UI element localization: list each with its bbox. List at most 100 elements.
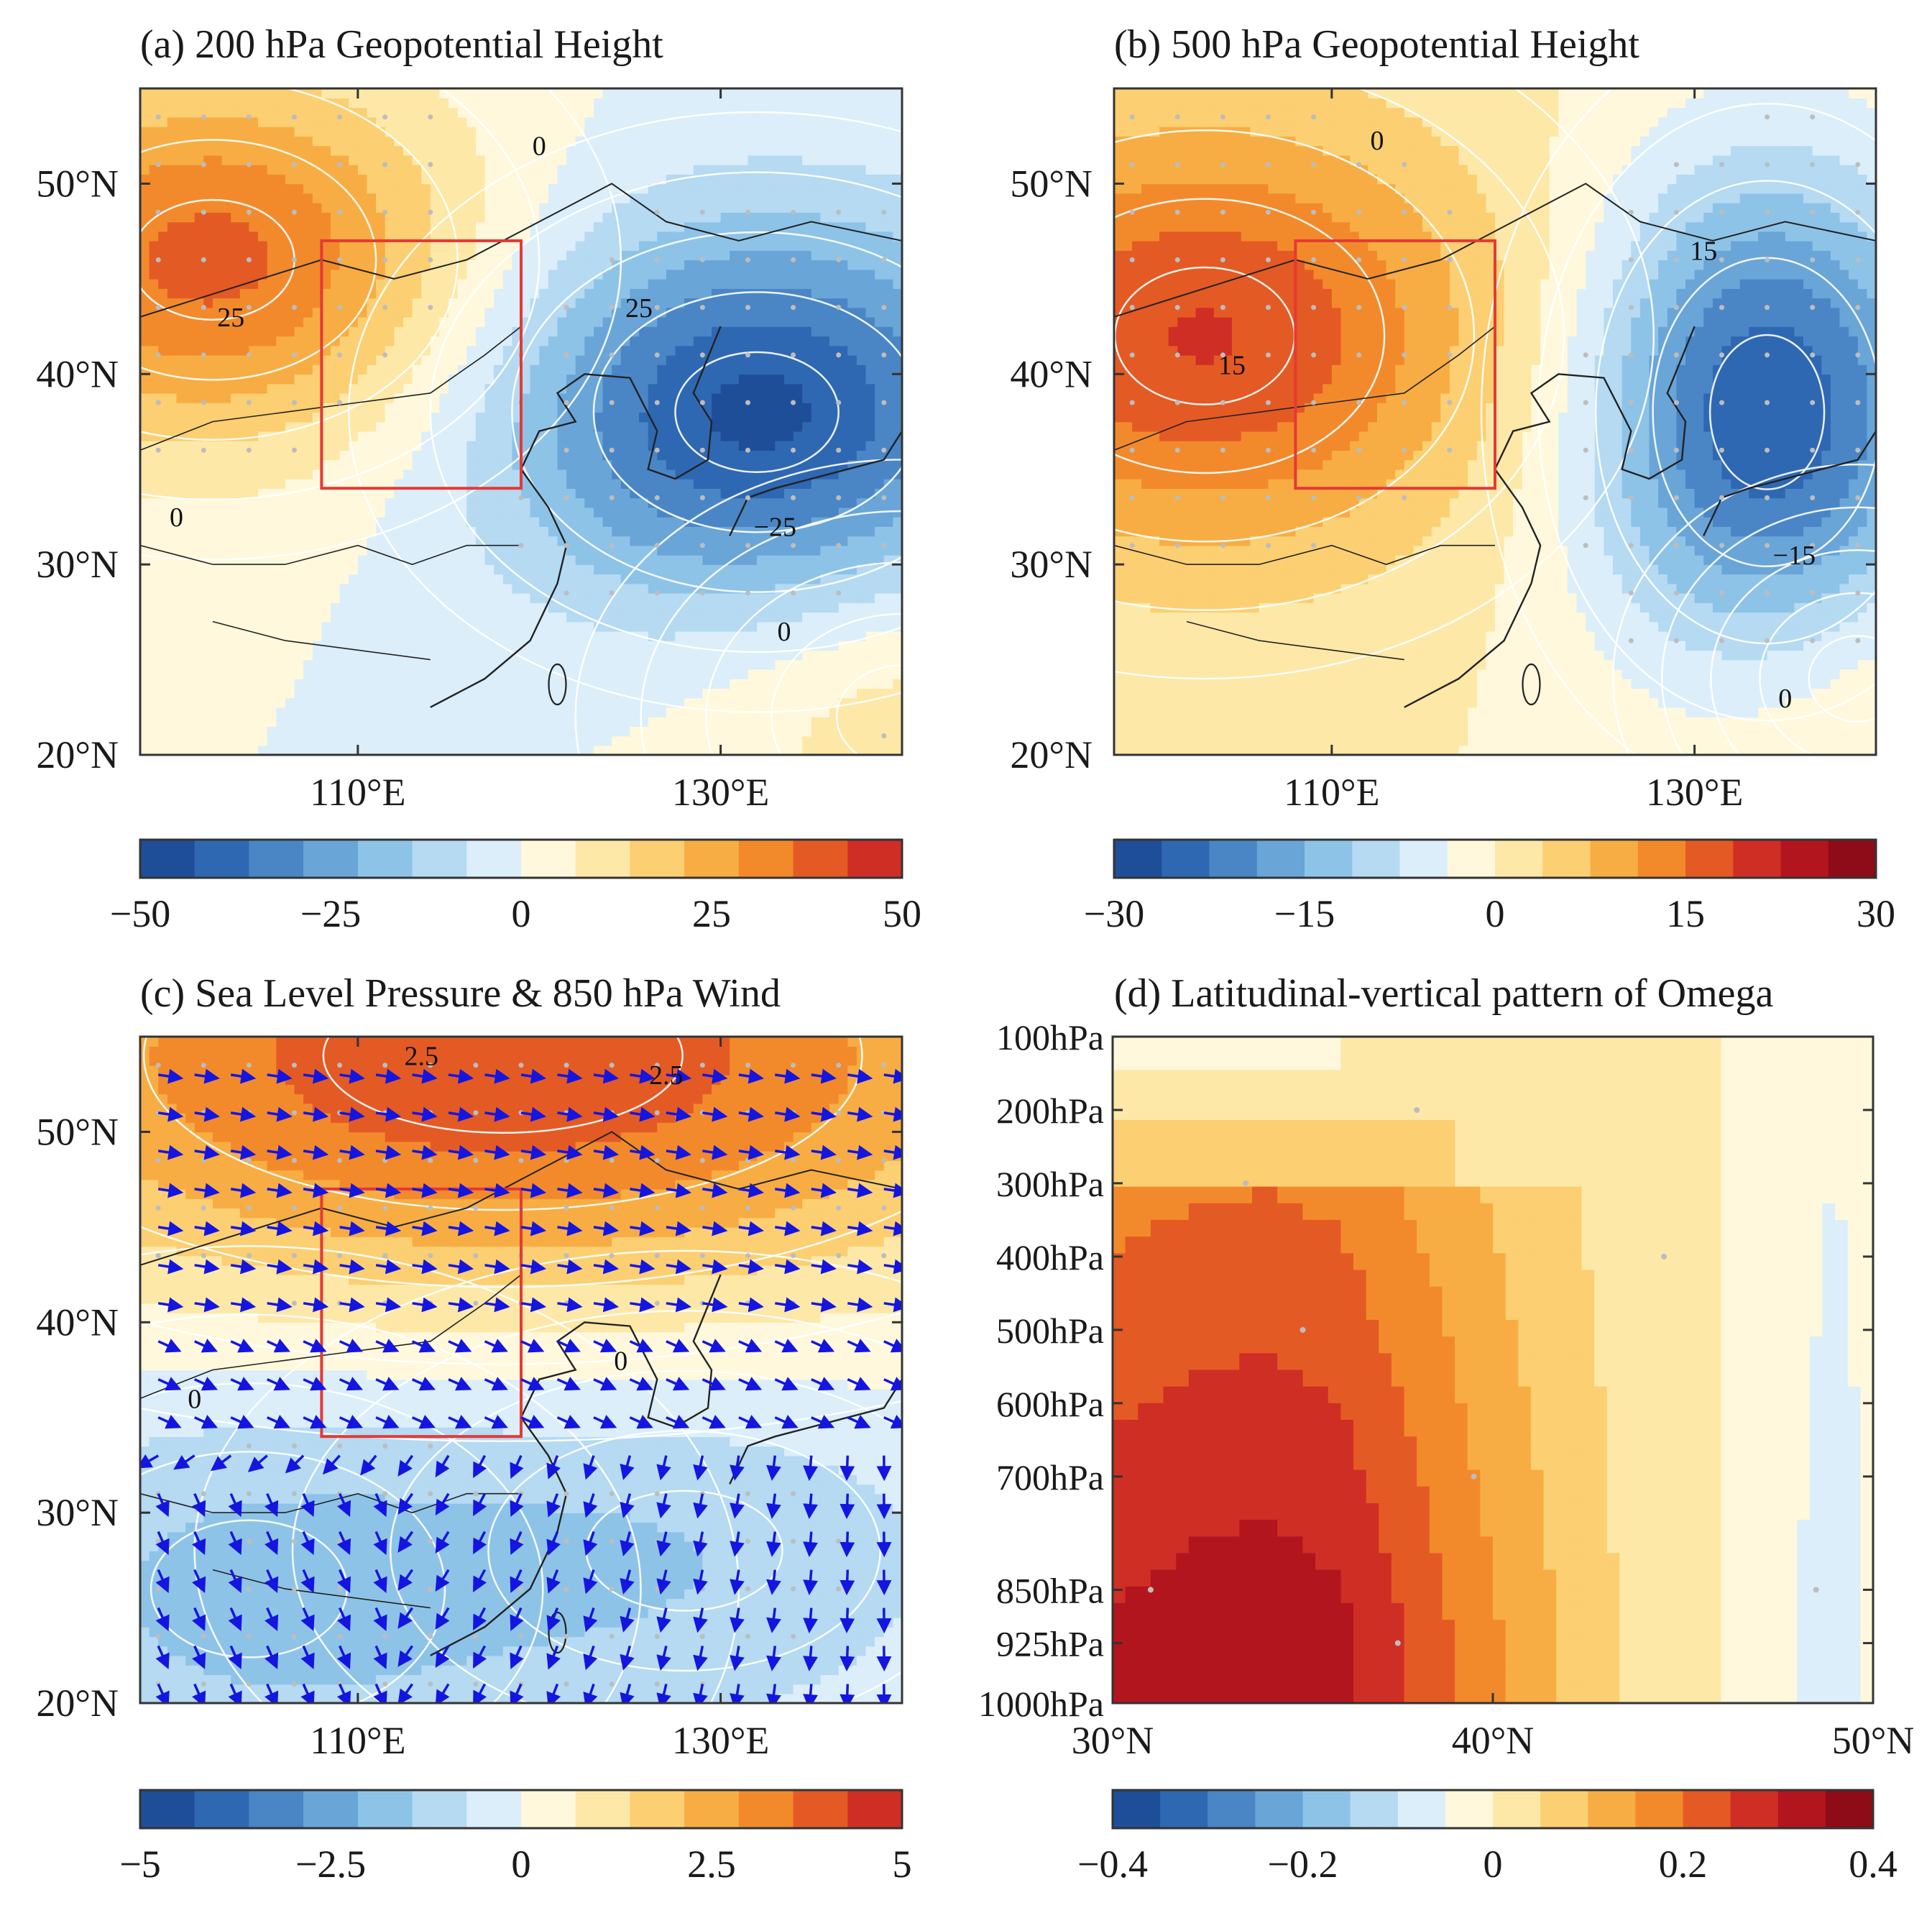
field-cell xyxy=(457,393,468,403)
field-cell xyxy=(421,288,431,299)
field-cell xyxy=(176,336,186,347)
field-cell xyxy=(249,479,259,489)
field-cell xyxy=(738,592,749,603)
field-cell xyxy=(149,516,159,527)
field-cell xyxy=(657,421,667,432)
field-cell xyxy=(775,316,785,327)
field-cell xyxy=(475,421,486,432)
field-cell xyxy=(258,421,268,432)
field-cell xyxy=(584,650,594,661)
field-cell xyxy=(675,659,685,670)
field-cell xyxy=(158,679,168,689)
field-cell xyxy=(412,621,422,632)
field-cell xyxy=(412,564,422,575)
field-cell xyxy=(213,507,223,518)
field-cell xyxy=(712,98,722,109)
field-cell xyxy=(421,536,431,546)
field-cell xyxy=(712,431,722,441)
field-cell xyxy=(158,479,168,489)
field-cell xyxy=(140,336,150,347)
field-cell xyxy=(357,421,368,432)
field-cell xyxy=(276,212,286,223)
field-cell xyxy=(475,717,486,727)
field-cell xyxy=(221,116,231,127)
field-cell xyxy=(620,630,631,641)
field-cell xyxy=(557,735,567,746)
field-cell xyxy=(748,621,758,632)
field-cell xyxy=(439,364,449,375)
field-cell xyxy=(213,545,223,556)
field-cell xyxy=(548,202,558,213)
field-cell xyxy=(566,564,576,575)
field-cell xyxy=(349,393,359,403)
field-cell xyxy=(412,726,422,737)
field-cell xyxy=(584,326,594,337)
field-cell xyxy=(339,231,349,242)
field-cell xyxy=(158,602,168,613)
field-cell xyxy=(530,354,540,365)
field-cell xyxy=(258,707,268,717)
field-cell xyxy=(176,221,186,232)
field-cell xyxy=(730,155,740,165)
field-cell xyxy=(294,326,304,337)
field-cell xyxy=(376,107,386,118)
field-cell xyxy=(376,707,386,717)
field-cell xyxy=(221,155,231,165)
field-cell xyxy=(648,679,658,689)
field-cell xyxy=(530,545,540,556)
field-cell xyxy=(231,583,241,594)
field-cell xyxy=(602,583,612,594)
field-cell xyxy=(167,193,178,203)
field-cell xyxy=(312,354,323,365)
field-cell xyxy=(675,88,685,98)
field-cell xyxy=(203,354,213,365)
field-cell xyxy=(765,441,776,451)
field-cell xyxy=(602,717,612,727)
field-cell xyxy=(267,107,277,118)
field-cell xyxy=(394,107,404,118)
field-cell xyxy=(331,574,341,584)
field-cell xyxy=(675,364,685,375)
field-cell xyxy=(239,669,250,679)
field-cell xyxy=(684,497,694,508)
field-cell xyxy=(331,383,341,394)
field-cell xyxy=(412,345,422,356)
field-cell xyxy=(403,574,413,584)
field-cell xyxy=(339,193,349,203)
field-cell xyxy=(403,326,413,337)
field-cell xyxy=(566,516,576,527)
field-cell xyxy=(775,174,785,185)
field-cell xyxy=(693,497,704,508)
field-cell xyxy=(158,345,168,356)
field-cell xyxy=(548,659,558,670)
field-cell xyxy=(430,545,441,556)
field-cell xyxy=(176,107,186,118)
field-cell xyxy=(602,155,612,165)
field-cell xyxy=(303,98,313,109)
field-cell xyxy=(430,516,441,527)
field-cell xyxy=(149,726,159,737)
field-cell xyxy=(331,145,341,156)
field-cell xyxy=(285,592,295,603)
field-cell xyxy=(158,155,168,165)
field-cell xyxy=(140,621,150,632)
field-cell xyxy=(430,621,441,632)
field-cell xyxy=(494,431,504,441)
field-cell xyxy=(765,688,776,699)
field-cell xyxy=(276,260,286,270)
field-cell xyxy=(349,707,359,717)
field-cell xyxy=(213,127,223,137)
field-cell xyxy=(321,441,331,451)
field-cell xyxy=(357,688,368,699)
field-cell xyxy=(331,136,341,147)
field-cell xyxy=(394,688,404,699)
field-cell xyxy=(448,116,459,127)
field-cell xyxy=(738,127,749,137)
field-cell xyxy=(331,592,341,603)
field-cell xyxy=(502,136,513,147)
field-cell xyxy=(321,602,331,613)
field-cell xyxy=(748,269,758,280)
field-cell xyxy=(639,164,649,175)
field-cell xyxy=(357,641,368,651)
field-cell xyxy=(403,659,413,670)
